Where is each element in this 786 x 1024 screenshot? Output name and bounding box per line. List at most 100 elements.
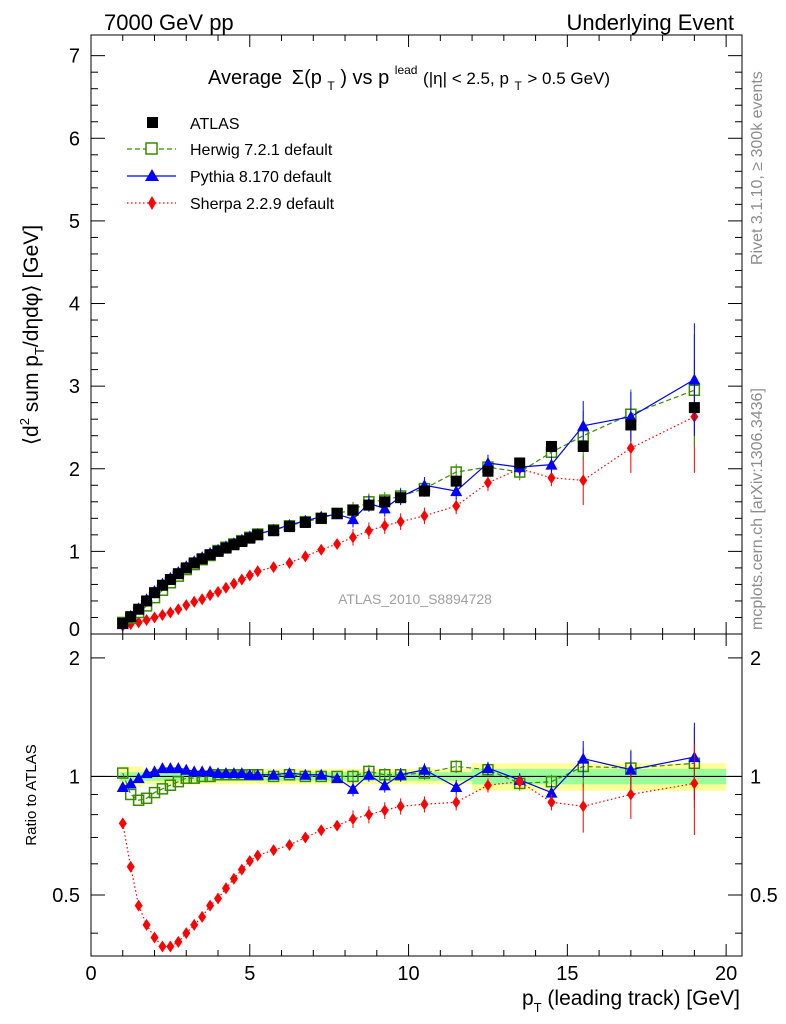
legend-herwig: Herwig 7.2.1 default bbox=[127, 142, 333, 159]
ratio-pythia-point bbox=[196, 765, 209, 777]
ratio-pythia-point bbox=[624, 763, 637, 775]
ratio-pythia-point bbox=[132, 772, 145, 784]
atlas-point bbox=[577, 440, 589, 452]
ratio-pythia-point bbox=[219, 767, 232, 779]
atlas-point bbox=[379, 496, 391, 508]
ratio-sherpa-point bbox=[301, 831, 310, 844]
legend-atlas-marker bbox=[147, 117, 158, 128]
atlas-point bbox=[450, 475, 462, 487]
ratio-sherpa-point bbox=[221, 882, 230, 895]
ratio-series-pythia bbox=[116, 722, 701, 801]
main-y-axis-label: ⟨d2 sum pT/dηdφ⟩ [GeV] bbox=[17, 225, 47, 445]
ratio-y-axis-ticks: 0.5 0.5 1 1 2 2 bbox=[52, 648, 778, 934]
ratio-pythia-point bbox=[164, 762, 177, 774]
atlas-point bbox=[125, 611, 137, 623]
atlas-point bbox=[545, 440, 557, 452]
sherpa-point bbox=[483, 476, 492, 489]
legend-pythia-label: Pythia 8.170 default bbox=[190, 169, 332, 186]
pythia-point bbox=[450, 485, 463, 497]
ratio-pythia-point bbox=[418, 763, 431, 775]
atlas-point bbox=[220, 542, 232, 554]
series-sherpa-line bbox=[122, 416, 695, 627]
ratio-pythia-point bbox=[283, 767, 296, 779]
ratio-y-tick-label: 2 bbox=[69, 648, 80, 670]
atlas-point bbox=[625, 419, 637, 431]
ratio-pythia-point bbox=[394, 768, 407, 780]
ratio-pythia-point bbox=[331, 772, 344, 784]
x-tick-label: 5 bbox=[244, 963, 255, 985]
ratio-sherpa-point bbox=[579, 800, 588, 813]
legend-pythia: Pythia 8.170 default bbox=[127, 169, 332, 186]
atlas-point bbox=[156, 579, 168, 591]
legend: ATLAS Herwig 7.2.1 default Pythia 8.170 … bbox=[127, 116, 335, 213]
atlas-point bbox=[688, 402, 700, 414]
legend-sherpa: Sherpa 2.2.9 default bbox=[127, 196, 335, 213]
ratio-sherpa-point bbox=[317, 824, 326, 837]
sherpa-point bbox=[166, 606, 175, 619]
sherpa-point bbox=[150, 611, 159, 624]
ratio-pythia-point bbox=[156, 762, 169, 774]
ratio-pythia-point bbox=[116, 781, 129, 793]
ratio-pythia-point bbox=[481, 762, 494, 774]
legend-herwig-marker bbox=[145, 142, 158, 155]
legend-atlas: ATLAS bbox=[147, 116, 240, 133]
atlas-point bbox=[283, 521, 295, 533]
ratio-herwig-point bbox=[117, 767, 129, 779]
sherpa-point bbox=[229, 577, 238, 590]
sherpa-point bbox=[134, 616, 143, 629]
x-axis-ticks: 0 5 10 15 20 bbox=[85, 35, 737, 985]
sherpa-point bbox=[364, 524, 373, 537]
ratio-sherpa-point bbox=[150, 931, 159, 944]
ratio-sherpa-point bbox=[206, 899, 215, 912]
ratio-y-tick-label-right: 1 bbox=[750, 766, 761, 788]
atlas-point bbox=[236, 535, 248, 547]
atlas-point bbox=[331, 507, 343, 519]
ratio-sherpa-point bbox=[237, 863, 246, 876]
ratio-sherpa-point bbox=[214, 892, 223, 905]
ratio-pythia-point bbox=[545, 786, 558, 798]
ratio-sherpa-point bbox=[452, 796, 461, 809]
ratio-herwig-point bbox=[450, 760, 462, 773]
ratio-pythia-point bbox=[378, 779, 391, 791]
pythia-point bbox=[545, 458, 558, 470]
y-tick-label: 0 bbox=[69, 619, 80, 641]
header-left: 7000 GeV pp bbox=[104, 10, 234, 35]
x-tick-label: 10 bbox=[397, 963, 419, 985]
sherpa-point bbox=[380, 519, 389, 532]
ratio-pythia-point bbox=[204, 765, 217, 777]
ratio-sherpa-point bbox=[253, 849, 262, 862]
atlas-point bbox=[204, 549, 216, 561]
sherpa-point bbox=[396, 515, 405, 528]
sherpa-point bbox=[317, 543, 326, 556]
pythia-point bbox=[688, 373, 701, 385]
ratio-sherpa-point bbox=[348, 812, 357, 825]
ratio-plot-layer: 0 5 10 15 200.5 0.51 12 2 bbox=[52, 35, 778, 985]
ratio-y-tick-label: 1 bbox=[69, 766, 80, 788]
ratio-sherpa-point bbox=[515, 775, 524, 788]
ratio-sherpa-point bbox=[483, 779, 492, 792]
atlas-point bbox=[514, 457, 526, 469]
atlas-point bbox=[172, 568, 184, 580]
ratio-series-herwig bbox=[117, 727, 701, 809]
y-tick-label: 3 bbox=[69, 376, 80, 398]
atlas-point bbox=[141, 595, 153, 607]
ratio-herwig-point bbox=[124, 788, 137, 801]
x-tick-label: 15 bbox=[556, 963, 578, 985]
atlas-point bbox=[196, 553, 208, 565]
ratio-panel-frame bbox=[90, 633, 743, 957]
title-sigma: Σ(p bbox=[292, 67, 322, 89]
sherpa-point bbox=[301, 550, 310, 563]
sherpa-point bbox=[579, 474, 588, 487]
ratio-sherpa-point bbox=[285, 838, 294, 851]
ratio-pythia-point bbox=[212, 767, 225, 779]
title-part4: > 0.5 GeV) bbox=[527, 69, 610, 88]
ratio-herwig-point bbox=[156, 783, 169, 795]
ratio-pythia-point bbox=[450, 781, 463, 793]
ratio-sherpa-point bbox=[126, 860, 135, 873]
sherpa-point bbox=[245, 569, 254, 582]
ratio-herwig-point bbox=[148, 786, 161, 799]
x-tick-label: 20 bbox=[715, 963, 737, 985]
sherpa-point bbox=[285, 556, 294, 569]
atlas-point bbox=[117, 617, 129, 629]
ratio-sherpa-point bbox=[198, 910, 207, 923]
